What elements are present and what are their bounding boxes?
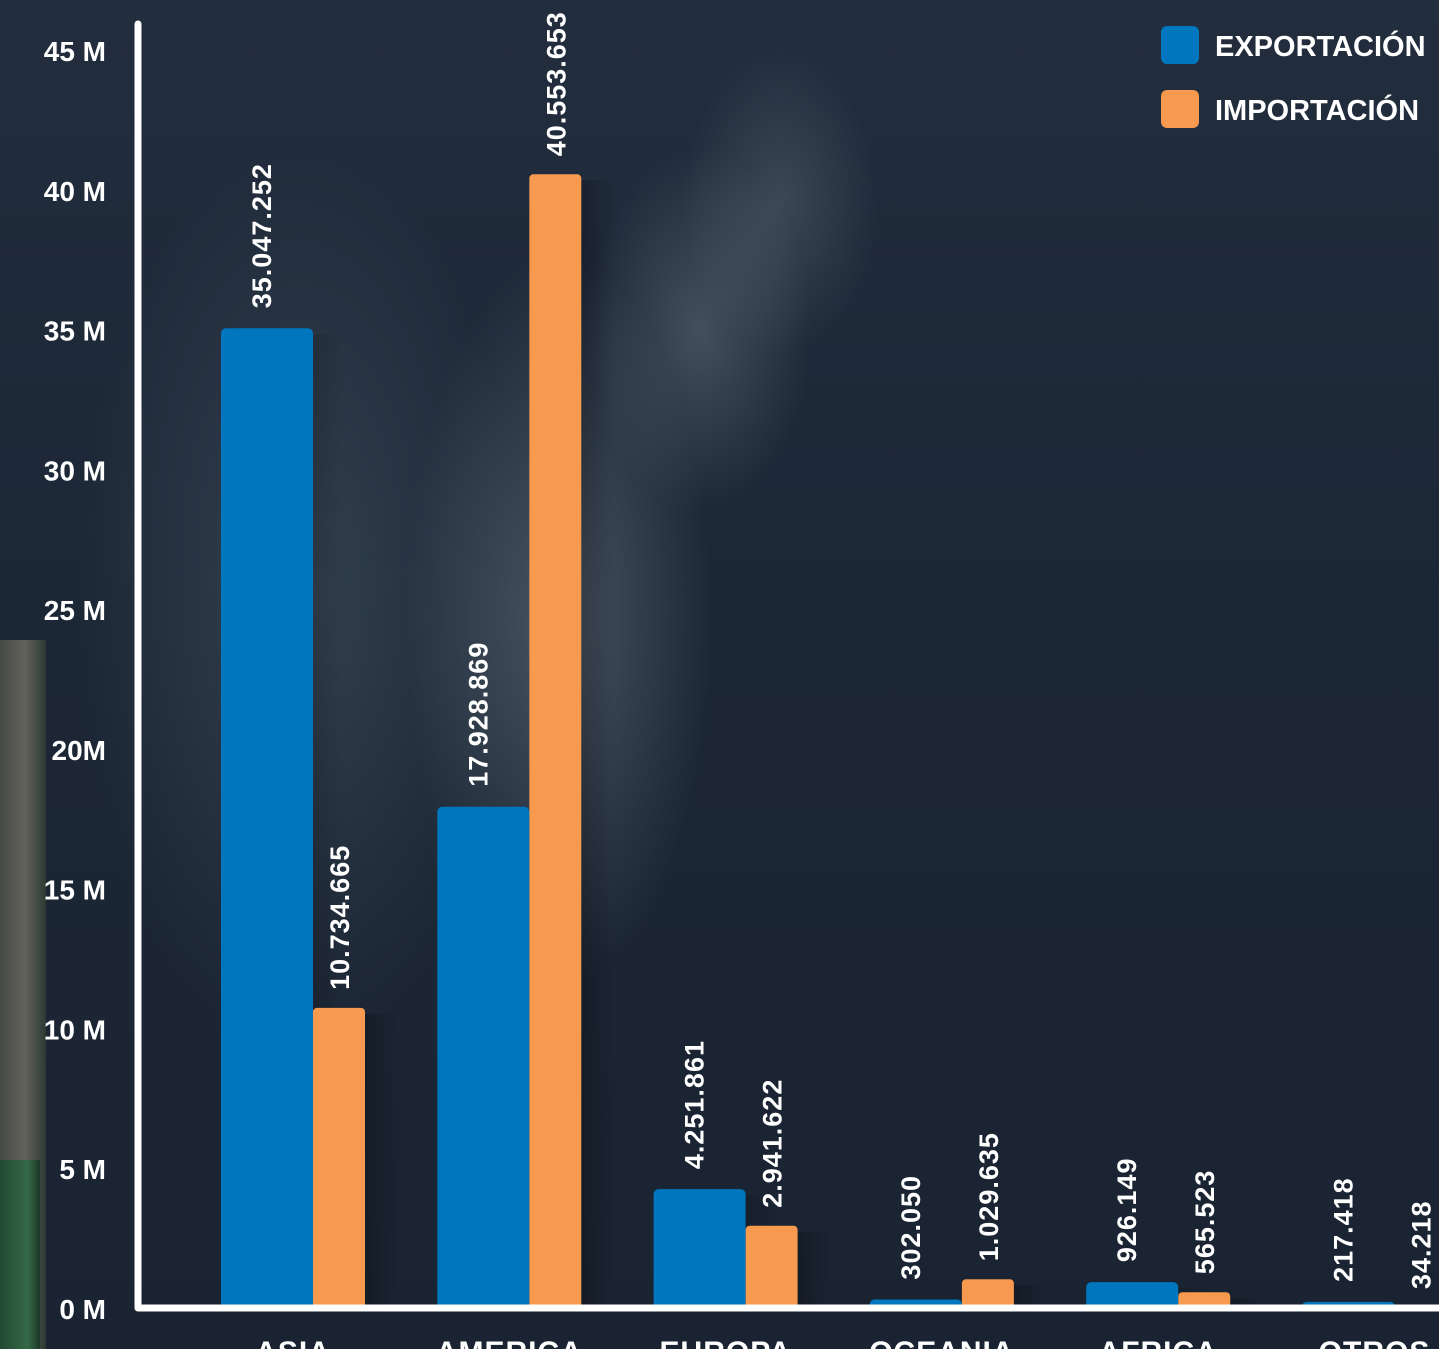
y-tick-label: 40 M — [44, 176, 106, 207]
export-bar — [221, 328, 313, 1308]
import-value-label: 1.029.635 — [974, 1132, 1004, 1261]
y-tick-label: 10 M — [44, 1014, 106, 1045]
export-bar — [653, 1189, 746, 1308]
y-tick-label: 25 M — [44, 595, 106, 626]
import-value-label: 565.523 — [1190, 1170, 1220, 1275]
import-value-label: 10.734.665 — [325, 845, 355, 990]
category-label: ASIA — [255, 1336, 331, 1349]
bars — [221, 174, 1439, 1312]
export-value-label: 4.251.861 — [680, 1040, 710, 1169]
category-label: AMERICA — [436, 1336, 583, 1349]
import-bar — [529, 174, 582, 1309]
category-label: OCEANIA — [869, 1336, 1014, 1349]
import-value-label: 40.553.653 — [541, 11, 571, 156]
axes — [134, 20, 1439, 1312]
export-bar — [1086, 1282, 1179, 1308]
legend-label: EXPORTACIÓN — [1215, 29, 1426, 63]
category-label: EUROPA — [660, 1336, 792, 1349]
bar-shadows — [225, 180, 1425, 1309]
legend-swatch — [1161, 26, 1199, 64]
y-tick-label: 15 M — [44, 875, 106, 906]
axis-line — [134, 20, 1439, 1312]
import-bar — [745, 1225, 798, 1308]
y-axis-ticks: 0 M 5 M 10 M 15 M 20M 25 M 30 M 35 M 40 M 45 M — [44, 36, 106, 1325]
y-tick-label: 0 M — [59, 1294, 106, 1325]
y-tick-label: 45 M — [44, 36, 106, 67]
export-value-label: 302.050 — [896, 1175, 926, 1280]
legend: EXPORTACIÓN IMPORTACIÓN — [1161, 26, 1426, 128]
export-value-label: 217.418 — [1329, 1177, 1359, 1282]
export-value-label: 35.047.252 — [247, 163, 277, 308]
export-value-label: 17.928.869 — [463, 642, 493, 787]
import-value-label: 34.218 — [1407, 1200, 1437, 1289]
import-bar — [1178, 1292, 1231, 1308]
import-bar — [961, 1279, 1014, 1308]
y-tick-label: 20M — [52, 735, 106, 766]
ship-hull-green-image — [0, 1160, 40, 1349]
x-axis-categories: ASIA AMERICA EUROPA OCEANIA AFRICA OTROS — [255, 1336, 1431, 1349]
import-value-label: 2.941.622 — [758, 1079, 788, 1208]
y-tick-label: 30 M — [44, 455, 106, 486]
category-label: AFRICA — [1099, 1336, 1218, 1349]
legend-label: IMPORTACIÓN — [1215, 93, 1419, 127]
category-label: OTROS — [1319, 1336, 1431, 1349]
y-tick-label: 35 M — [44, 316, 106, 347]
y-tick-label: 5 M — [59, 1154, 106, 1185]
legend-swatch — [1161, 90, 1199, 128]
export-value-label: 926.149 — [1112, 1157, 1142, 1262]
export-bar — [437, 806, 530, 1308]
value-labels: 35.047.252 10.734.665 17.928.869 40.553.653… — [247, 11, 1437, 1289]
import-bar — [313, 1007, 365, 1308]
